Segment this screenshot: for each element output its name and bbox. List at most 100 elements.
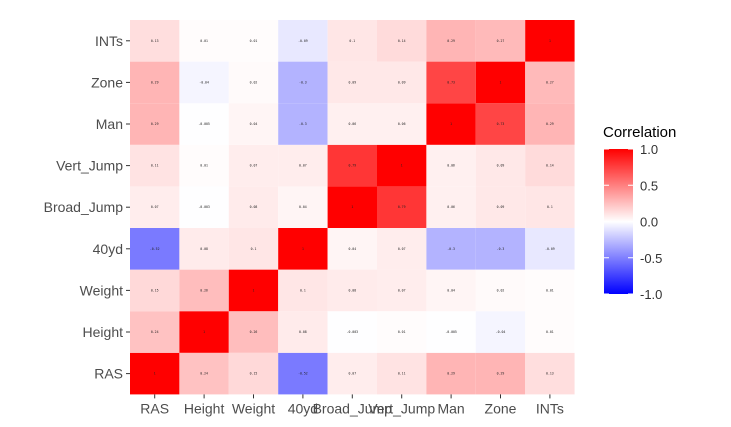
cell-value-label: 0.29 (447, 372, 455, 376)
heatmap-cell (525, 311, 575, 353)
heatmap-cell (426, 352, 476, 395)
heatmap-cell (130, 103, 180, 145)
cell-value-label: 0.08 (299, 330, 307, 334)
heatmap-cell (130, 20, 180, 62)
heatmap-cell (426, 228, 476, 270)
cell-value-label: 0.04 (348, 247, 356, 251)
heatmap-cell (228, 352, 279, 395)
cell-value-label: 1 (549, 39, 551, 43)
heatmap-cell (525, 186, 575, 228)
heatmap-cell (278, 61, 328, 104)
heatmap-cell (228, 144, 279, 187)
legend-tick-label: 0.0 (640, 215, 658, 230)
cell-value-label: 0.09 (497, 164, 505, 168)
heatmap-cell (475, 228, 526, 270)
heatmap-cell (377, 352, 427, 395)
cell-value-label: 0.06 (447, 164, 455, 168)
cell-value-label: 0.1 (300, 288, 306, 292)
cell-value-label: 0.26 (250, 330, 258, 334)
heatmap-cell (179, 20, 229, 62)
x-tick-label: Height (184, 400, 225, 416)
cell-value-label: 0.08 (250, 205, 258, 209)
cell-value-label: 1 (351, 205, 353, 209)
cell-value-label: 0.29 (447, 39, 455, 43)
y-tick-label: 40yd (93, 241, 123, 257)
cell-value-label: -0.3 (299, 122, 307, 126)
heatmap-cell (525, 61, 575, 104)
cell-value-label: 0.15 (151, 288, 159, 292)
y-tick-label: Vert_Jump (56, 158, 123, 174)
y-tick-label: INTs (95, 33, 123, 49)
cell-value-label: 1 (401, 164, 403, 168)
cell-value-label: 0.15 (250, 372, 258, 376)
cell-value-label: 0.73 (447, 80, 455, 84)
heatmap-cell (228, 20, 279, 62)
cell-value-label: -0.005 (445, 330, 457, 334)
cell-value-label: 0.29 (151, 122, 159, 126)
heatmap-cell (377, 61, 427, 104)
heatmap-cell (179, 61, 229, 104)
cell-value-label: 0.04 (299, 205, 307, 209)
heatmap-cell (179, 144, 229, 187)
cell-value-label: 0.29 (151, 80, 159, 84)
cell-value-label: -0.52 (150, 247, 160, 251)
heatmap-cell (426, 144, 476, 187)
cell-value-label: 1 (302, 247, 304, 251)
heatmap-cell (179, 228, 229, 270)
cell-value-label: 0.29 (546, 122, 554, 126)
heatmap-cell (130, 269, 180, 312)
heatmap-cell-labels: 1 0.24 0.15 -0.52 0.07 0.11 0.29 0.29 0.130.24 1 0… (150, 39, 555, 376)
heatmap-cell (525, 269, 575, 312)
cell-value-label: -0.005 (198, 122, 210, 126)
heatmap-cell (327, 103, 377, 145)
cell-value-label: 0.09 (398, 80, 406, 84)
legend-tick-label: -0.5 (640, 251, 662, 266)
heatmap-cell (475, 311, 526, 353)
cell-value-label: 0.04 (447, 288, 455, 292)
heatmap-cell (377, 186, 427, 228)
cell-value-label: 0.08 (348, 288, 356, 292)
cell-value-label: 0.01 (546, 330, 554, 334)
cell-value-label: 0.01 (250, 39, 258, 43)
x-tick-label: Vert_Jump (368, 400, 435, 416)
heatmap-cell (130, 352, 180, 395)
heatmap-cell (377, 311, 427, 353)
heatmap-cell (278, 352, 328, 395)
cell-value-label: 0.73 (497, 122, 505, 126)
cell-value-label: 0.1 (349, 39, 355, 43)
heatmap-cell (278, 186, 328, 228)
x-tick-label: 40yd (288, 400, 318, 416)
cell-value-label: 0.24 (151, 330, 159, 334)
heatmap-cell (179, 352, 229, 395)
heatmap-cell (525, 228, 575, 270)
cell-value-label: 0.01 (200, 164, 208, 168)
x-tick-label: Weight (232, 400, 275, 416)
cell-value-label: -0.09 (545, 247, 555, 251)
heatmap-cell (426, 20, 476, 62)
heatmap-cell (179, 186, 229, 228)
heatmap-cell (278, 144, 328, 187)
heatmap-cell (525, 144, 575, 187)
heatmap-cell (475, 20, 526, 62)
x-tick-label: Man (437, 400, 464, 416)
heatmap-cell (426, 186, 476, 228)
heatmap-cell (377, 228, 427, 270)
y-tick-label: Man (96, 116, 123, 132)
cell-value-label: -0.52 (298, 372, 308, 376)
cell-value-label: 0.07 (299, 164, 307, 168)
heatmap-cell (327, 269, 377, 312)
heatmap-cell (228, 269, 279, 312)
heatmap-cell (426, 311, 476, 353)
legend-tick-label: 0.5 (640, 178, 658, 193)
y-tick-label: Height (83, 324, 124, 340)
heatmap-cell (327, 186, 377, 228)
heatmap-cell (377, 20, 427, 62)
cell-value-label: 0.06 (348, 122, 356, 126)
cell-value-label: -0.09 (298, 39, 308, 43)
cell-value-label: 0.02 (497, 288, 505, 292)
cell-value-label: 0.14 (398, 39, 406, 43)
y-tick-label: RAS (94, 366, 123, 382)
x-tick-label: Broad_Jump (313, 400, 393, 416)
cell-value-label: 0.07 (398, 288, 406, 292)
heatmap-cell (327, 144, 377, 187)
